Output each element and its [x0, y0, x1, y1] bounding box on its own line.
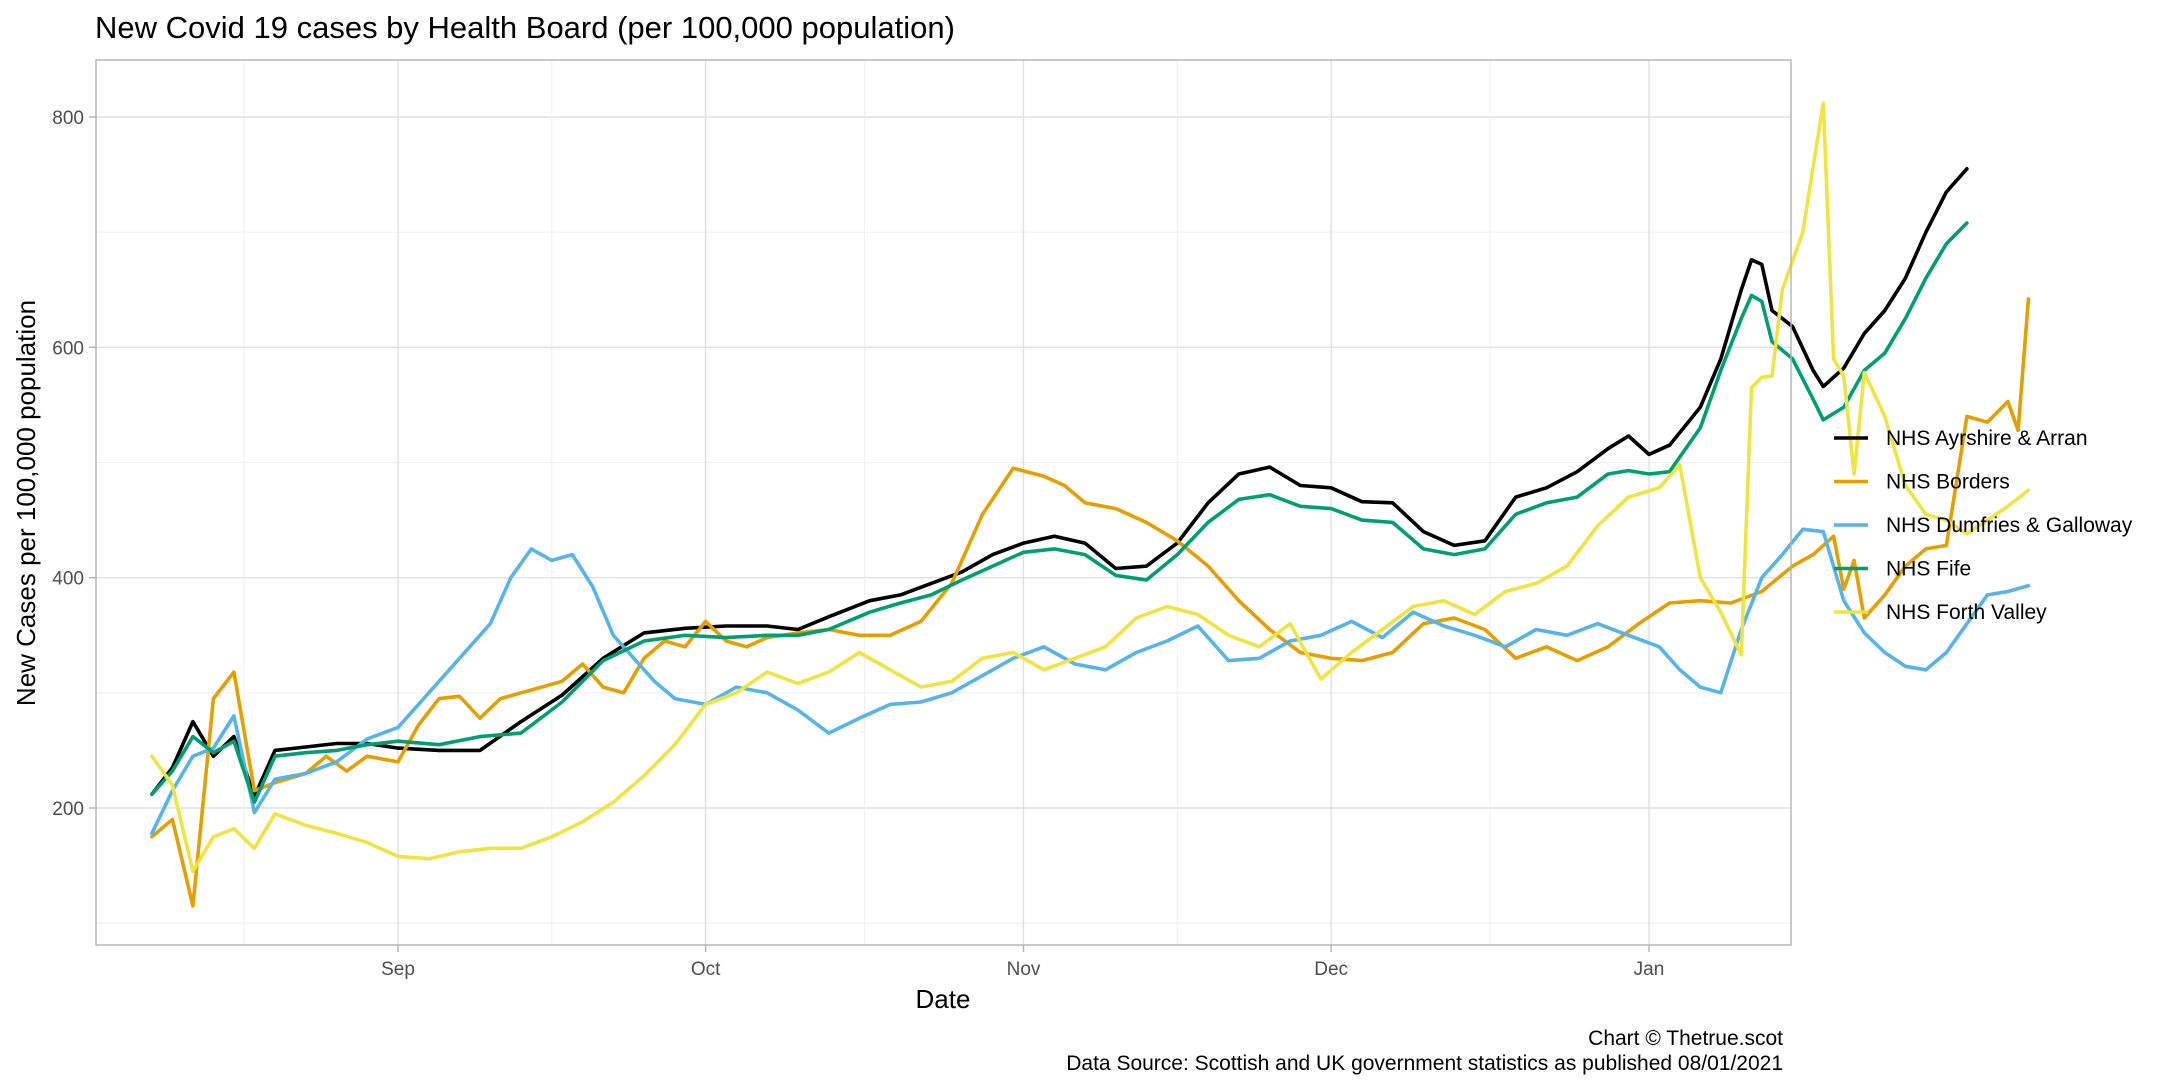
y-tick-label: 800 — [52, 108, 84, 129]
x-tick-label: Jan — [1634, 959, 1665, 980]
x-tick-label: Sep — [381, 959, 415, 980]
series-lines — [150, 101, 2031, 908]
x-axis-ticks: Sep Oct Nov Dec Jan — [381, 945, 1664, 980]
grid — [96, 60, 1791, 945]
series-line-nhs-dumfries-galloway — [150, 527, 2031, 836]
y-tick-label: 400 — [52, 569, 84, 590]
legend-label-nhs-forth-valley: NHS Forth Valley — [1886, 601, 2047, 624]
legend-label-nhs-dumfries-galloway: NHS Dumfries & Galloway — [1886, 514, 2133, 537]
plot-panel-border — [95, 59, 1792, 946]
y-axis-ticks: 200 400 600 800 — [52, 108, 96, 820]
legend-label-nhs-borders: NHS Borders — [1886, 471, 2010, 494]
x-tick-label: Dec — [1314, 959, 1348, 980]
y-axis-title: New Cases per 100,000 population — [11, 300, 41, 706]
legend-label-nhs-fife: NHS Fife — [1886, 558, 1971, 581]
series-line-nhs-ayrshire-arran — [150, 167, 1969, 799]
legend: NHS Ayrshire & Arran NHS Borders NHS Dumfr… — [1834, 427, 2133, 624]
x-tick-label: Nov — [1007, 959, 1041, 980]
legend-label-nhs-ayrshire-arran: NHS Ayrshire & Arran — [1886, 427, 2088, 450]
series-line-nhs-fife — [150, 221, 1969, 804]
caption-source: Data Source: Scottish and UK government … — [1066, 1052, 1783, 1075]
chart-title: New Covid 19 cases by Health Board (per … — [95, 10, 955, 45]
series-line-nhs-forth-valley — [150, 101, 2031, 874]
x-axis-title: Date — [916, 984, 971, 1014]
series-line-nhs-borders — [150, 297, 2031, 908]
x-tick-label: Oct — [691, 959, 721, 980]
caption-credit: Chart © Thetrue.scot — [1588, 1027, 1783, 1050]
y-tick-label: 200 — [52, 799, 84, 820]
y-tick-label: 600 — [52, 338, 84, 359]
